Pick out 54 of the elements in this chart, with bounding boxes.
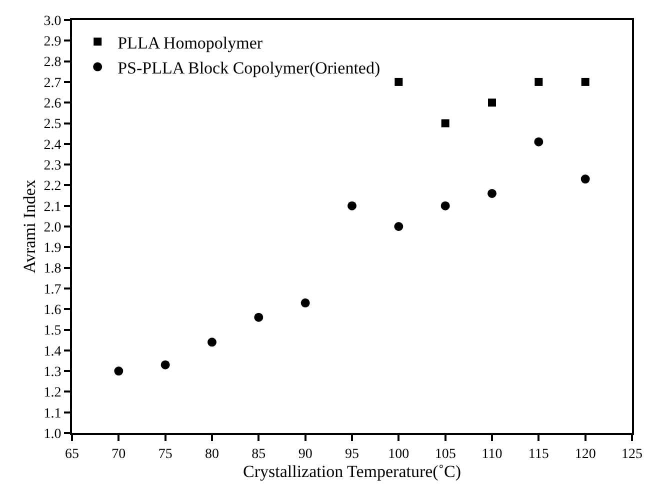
y-tick-label: 1.4 — [44, 344, 62, 360]
y-tick-label: 1.6 — [44, 303, 62, 318]
x-tick-label: 100 — [388, 446, 410, 462]
x-tick-label: 85 — [252, 446, 266, 462]
point — [488, 188, 496, 198]
point — [394, 78, 403, 86]
x-tick-label: 90 — [298, 446, 312, 462]
x-axis-title: Crystallization Temperature(˚C) — [242, 462, 462, 481]
x-tick-label: 125 — [622, 446, 642, 462]
y-tick-label: 2.4 — [44, 138, 62, 153]
y-tick-label: 2.1 — [44, 200, 62, 215]
y-tick-label: 2.7 — [44, 76, 62, 91]
y-tick-label: 1.2 — [44, 386, 62, 401]
y-tick-label: 2.6 — [44, 96, 62, 112]
point — [300, 298, 310, 308]
y-tick-label: 1.9 — [44, 241, 62, 256]
point — [581, 78, 590, 86]
point — [488, 98, 496, 107]
point — [580, 174, 590, 184]
y-axis-title: Avrami Index — [20, 179, 39, 274]
y-tick-label: 1.1 — [44, 406, 62, 422]
point — [160, 360, 170, 370]
x-tick-label: 70 — [112, 446, 126, 462]
point — [440, 201, 450, 210]
legend-label: PLLA Homopolymer — [118, 33, 263, 52]
y-tick-label: 1.5 — [44, 324, 62, 339]
y-tick-label: 2.2 — [44, 179, 62, 194]
x-tick-label: 110 — [482, 446, 502, 462]
y-tick-label: 2.0 — [44, 220, 62, 236]
x-tick-label: 120 — [574, 446, 596, 462]
x-tick-label: 80 — [205, 446, 219, 462]
point — [534, 137, 544, 146]
point — [348, 201, 356, 210]
point — [254, 312, 264, 322]
y-tick-label: 1.8 — [44, 262, 62, 277]
y-tick-label: 3.0 — [44, 14, 62, 29]
x-tick-label: 95 — [345, 446, 359, 462]
x-tick-label: 115 — [528, 446, 549, 462]
y-tick-label: 2.5 — [44, 117, 62, 132]
y-tick-label: 2.3 — [44, 158, 62, 174]
point — [394, 222, 404, 231]
x-tick-label: 75 — [158, 446, 172, 462]
legend-label: PS-PLLA Block Copolymer(Oriented) — [118, 58, 380, 78]
x-tick-label: 105 — [434, 446, 456, 462]
point — [441, 119, 450, 128]
x-tick-label: 65 — [65, 446, 79, 462]
point — [114, 366, 124, 376]
y-tick-label: 1.0 — [44, 426, 62, 442]
point — [534, 78, 543, 86]
y-tick-label: 2.9 — [44, 34, 62, 50]
y-tick-label: 1.3 — [44, 364, 62, 380]
y-tick-label: 1.7 — [44, 282, 62, 298]
y-tick-label: 2.8 — [44, 55, 62, 70]
point — [208, 338, 216, 347]
